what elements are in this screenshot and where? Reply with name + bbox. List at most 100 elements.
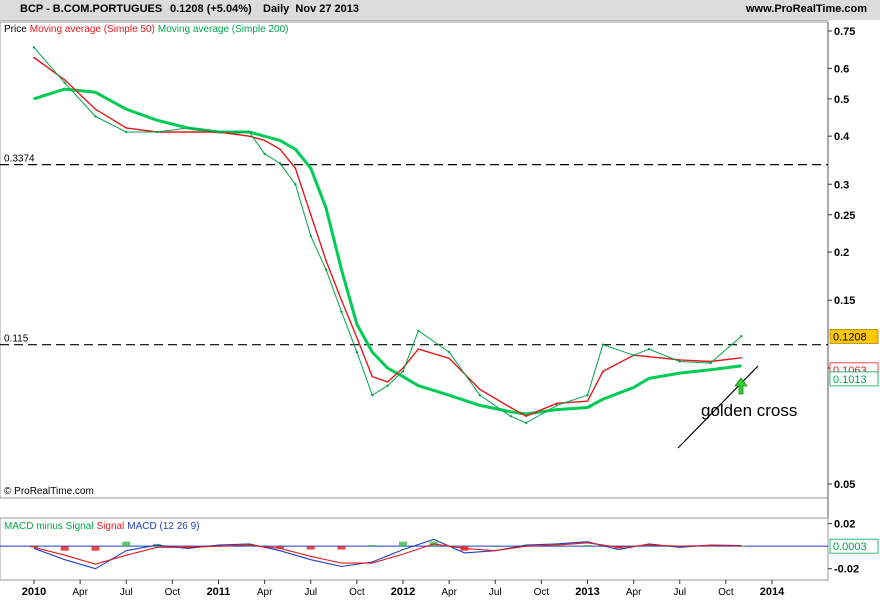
trend-line — [677, 365, 759, 449]
data-point — [94, 108, 97, 110]
chart-header: BCP - B.COM.PORTUGUES 0.1208 (+5.04%) Da… — [0, 0, 880, 21]
x-tick-label: 2014 — [760, 586, 785, 598]
data-point — [586, 394, 589, 397]
data-point — [94, 115, 97, 118]
data-point — [356, 323, 358, 325]
data-point — [279, 148, 281, 150]
histogram-bar — [337, 546, 346, 550]
histogram-bar — [276, 546, 284, 549]
data-point — [155, 130, 159, 134]
data-point — [63, 81, 66, 85]
chart-svg: 0.750.60.50.40.30.250.20.150.10.050.3374… — [0, 20, 880, 600]
data-point — [525, 413, 527, 415]
data-point — [417, 329, 420, 332]
site-link[interactable]: www.ProRealTime.com — [746, 3, 868, 15]
legend-hist: MACD minus Signal — [4, 521, 93, 532]
data-point — [417, 348, 420, 350]
data-point — [417, 384, 420, 387]
data-point — [125, 108, 128, 110]
data-point — [509, 414, 512, 418]
x-tick-label: 2013 — [575, 586, 599, 598]
data-point — [601, 343, 605, 346]
data-point — [678, 360, 681, 363]
data-point — [156, 119, 158, 122]
data-point — [709, 360, 712, 363]
y-tick-label: 0.4 — [834, 131, 850, 143]
data-point — [325, 207, 327, 210]
histogram-bar — [306, 546, 315, 550]
x-tick-label: Oct — [718, 587, 734, 598]
data-point — [586, 400, 589, 403]
histogram-bar — [491, 546, 500, 547]
y-tick-label: 0.15 — [834, 295, 855, 307]
axis-background — [828, 20, 880, 600]
period-text: Daily Nov 27 2013 — [263, 3, 360, 15]
x-tick-label: Apr — [257, 587, 273, 598]
data-point — [602, 398, 604, 401]
data-point — [355, 350, 359, 354]
x-tick-label: Oct — [165, 587, 181, 598]
data-point — [402, 375, 404, 378]
histogram-bar — [60, 546, 69, 551]
data-point — [186, 126, 189, 130]
x-tick-label: Jul — [304, 587, 317, 598]
data-point — [248, 130, 251, 134]
data-point — [632, 353, 635, 357]
data-point — [386, 384, 389, 387]
data-point — [525, 415, 527, 417]
price-tag — [829, 371, 879, 387]
data-point — [555, 404, 558, 407]
data-point — [709, 361, 712, 365]
data-point — [33, 98, 35, 100]
histogram-bar — [30, 546, 38, 548]
y-tick-label: 0.3 — [834, 179, 849, 191]
data-point — [279, 139, 281, 142]
data-point — [648, 377, 650, 380]
histogram-bar — [122, 541, 131, 547]
level-label: 0.3374 — [4, 154, 35, 165]
data-point — [371, 375, 374, 378]
legend-price: Price — [4, 24, 27, 35]
data-point — [509, 406, 512, 409]
histogram-bar — [368, 545, 377, 547]
macd-value-label: 0.0003 — [833, 541, 867, 553]
macd-line-1 — [33, 542, 742, 565]
price-tag-label: 0.1013 — [833, 374, 867, 386]
data-point — [479, 388, 481, 391]
data-point — [678, 372, 681, 374]
data-point — [32, 46, 36, 49]
data-point — [740, 334, 743, 338]
data-point — [524, 421, 528, 425]
price-legend: Price Moving average (Simple 50) Moving av… — [4, 24, 288, 35]
histogram-bar — [583, 545, 592, 547]
data-point — [263, 152, 266, 155]
data-point — [371, 394, 374, 397]
up-arrow-icon — [734, 377, 748, 395]
data-point — [63, 88, 66, 90]
copyright-text: © ProRealTime.com — [4, 486, 94, 497]
macd-legend: MACD minus Signal Signal MACD (12 26 9) — [4, 521, 200, 532]
macd-line-0 — [33, 538, 742, 570]
legend-signal: Signal — [96, 521, 124, 532]
legend-ma50: Moving average (Simple 50) — [30, 24, 155, 35]
data-point — [386, 381, 389, 383]
data-point — [63, 79, 66, 81]
data-point — [356, 336, 358, 339]
data-point — [602, 370, 604, 373]
data-point — [448, 394, 450, 397]
data-point — [401, 370, 405, 373]
data-point — [648, 355, 650, 358]
data-point — [402, 367, 404, 369]
price-panel: 0.750.60.50.40.30.250.20.150.10.050.3374… — [0, 20, 880, 600]
data-point — [448, 357, 450, 360]
data-point — [217, 130, 220, 134]
price-panel-frame — [0, 21, 829, 499]
data-point — [478, 394, 482, 397]
data-point — [309, 213, 312, 216]
data-point — [324, 268, 328, 271]
macd-panel: MACD minus Signal Signal MACD (12 26 9) 0.0… — [0, 517, 879, 598]
data-point — [33, 56, 35, 59]
data-point — [125, 127, 128, 129]
data-point — [678, 359, 681, 361]
